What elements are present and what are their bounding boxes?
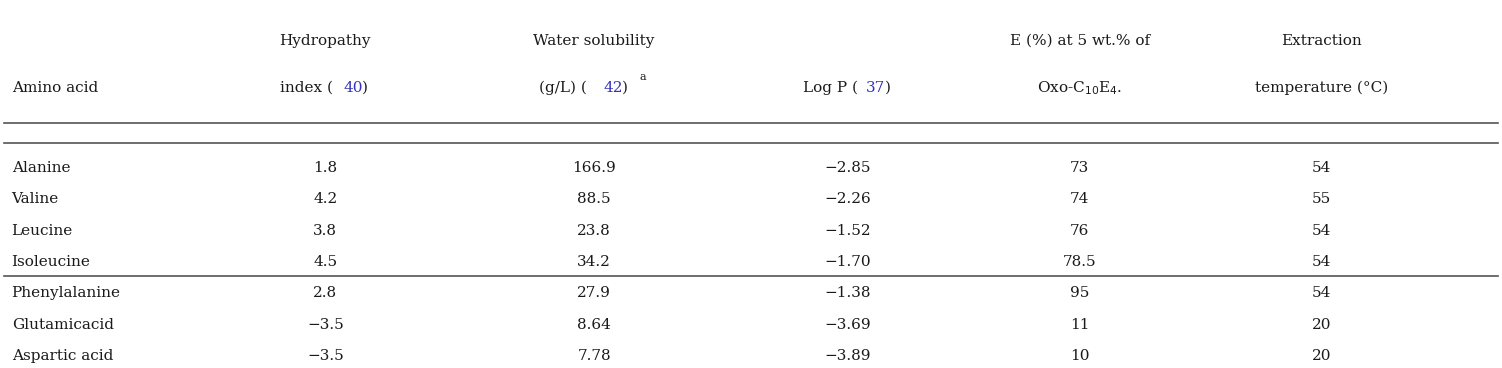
Text: 54: 54 <box>1311 161 1331 175</box>
Text: 7.78: 7.78 <box>577 349 611 363</box>
Text: Alanine: Alanine <box>12 161 71 175</box>
Text: −1.52: −1.52 <box>825 223 871 238</box>
Text: index (: index ( <box>279 81 333 95</box>
Text: 37: 37 <box>867 81 886 95</box>
Text: 74: 74 <box>1069 192 1089 206</box>
Text: 42: 42 <box>604 81 623 95</box>
Text: ): ) <box>885 81 891 95</box>
Text: 2.8: 2.8 <box>314 286 338 300</box>
Text: 8.64: 8.64 <box>577 318 611 332</box>
Text: 4.5: 4.5 <box>314 255 338 269</box>
Text: −1.70: −1.70 <box>825 255 871 269</box>
Text: Hydropathy: Hydropathy <box>279 33 371 47</box>
Text: Glutamicacid: Glutamicacid <box>12 318 114 332</box>
Text: Aspartic acid: Aspartic acid <box>12 349 113 363</box>
Text: −2.85: −2.85 <box>825 161 871 175</box>
Text: 54: 54 <box>1311 255 1331 269</box>
Text: 23.8: 23.8 <box>577 223 611 238</box>
Text: −1.38: −1.38 <box>825 286 871 300</box>
Text: Amino acid: Amino acid <box>12 81 98 95</box>
Text: 166.9: 166.9 <box>572 161 616 175</box>
Text: Valine: Valine <box>12 192 59 206</box>
Text: 3.8: 3.8 <box>314 223 338 238</box>
Text: 27.9: 27.9 <box>577 286 611 300</box>
Text: 34.2: 34.2 <box>577 255 611 269</box>
Text: 55: 55 <box>1311 192 1331 206</box>
Text: Extraction: Extraction <box>1281 33 1362 47</box>
Text: Isoleucine: Isoleucine <box>12 255 90 269</box>
Text: −2.26: −2.26 <box>825 192 871 206</box>
Text: 54: 54 <box>1311 223 1331 238</box>
Text: −3.69: −3.69 <box>825 318 871 332</box>
Text: −3.5: −3.5 <box>306 318 344 332</box>
Text: 4.2: 4.2 <box>314 192 338 206</box>
Text: Phenylalanine: Phenylalanine <box>12 286 120 300</box>
Text: temperature (°C): temperature (°C) <box>1256 81 1388 95</box>
Text: 73: 73 <box>1069 161 1089 175</box>
Text: (g/L) (: (g/L) ( <box>539 81 587 95</box>
Text: 1.8: 1.8 <box>314 161 338 175</box>
Text: 54: 54 <box>1311 286 1331 300</box>
Text: −3.89: −3.89 <box>825 349 871 363</box>
Text: 88.5: 88.5 <box>577 192 611 206</box>
Text: Water solubility: Water solubility <box>533 33 655 47</box>
Text: Oxo-C$_{10}$E$_4$.: Oxo-C$_{10}$E$_4$. <box>1036 79 1122 97</box>
Text: a: a <box>640 72 646 82</box>
Text: 20: 20 <box>1311 318 1331 332</box>
Text: 20: 20 <box>1311 349 1331 363</box>
Text: ): ) <box>362 81 368 95</box>
Text: 10: 10 <box>1069 349 1089 363</box>
Text: 78.5: 78.5 <box>1063 255 1096 269</box>
Text: E (%) at 5 wt.% of: E (%) at 5 wt.% of <box>1009 33 1149 47</box>
Text: −3.5: −3.5 <box>306 349 344 363</box>
Text: 95: 95 <box>1069 286 1089 300</box>
Text: 11: 11 <box>1069 318 1089 332</box>
Text: ): ) <box>622 81 632 95</box>
Text: 76: 76 <box>1069 223 1089 238</box>
Text: 40: 40 <box>344 81 363 95</box>
Text: Log P (: Log P ( <box>802 81 858 95</box>
Text: Leucine: Leucine <box>12 223 74 238</box>
